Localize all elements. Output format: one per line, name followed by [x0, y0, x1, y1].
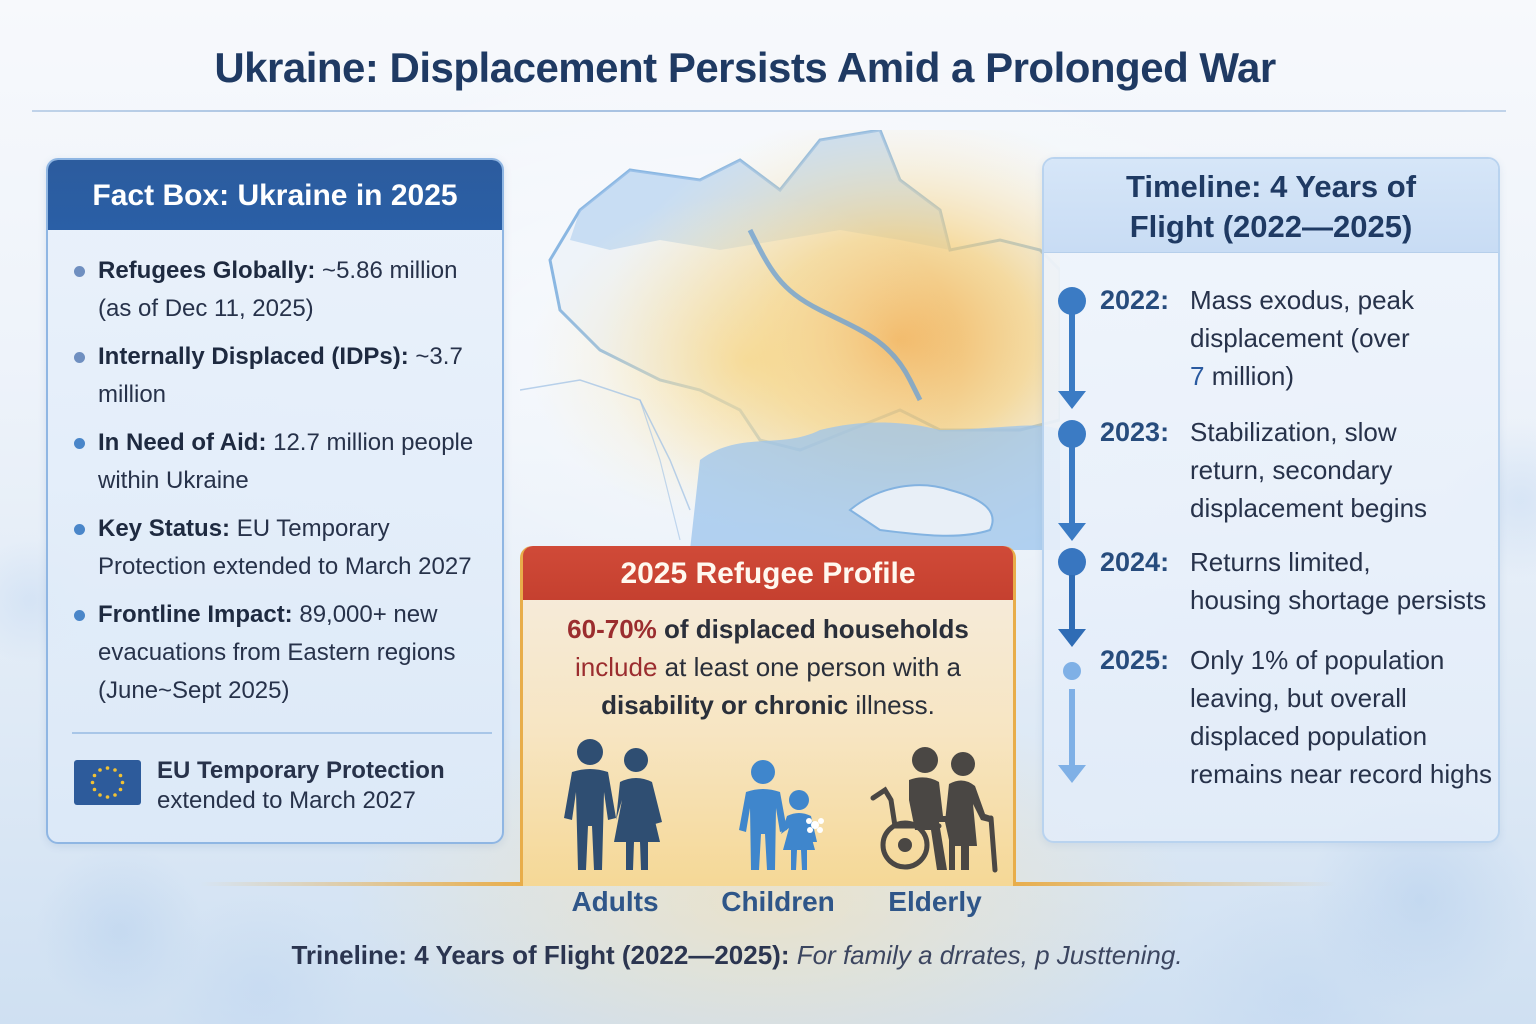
group-adults: Adults	[540, 730, 690, 917]
adults-icon	[564, 739, 662, 870]
fact-item-idps: Internally Displaced (IDPs): ~3.7 millio…	[74, 338, 484, 414]
fact-label: Frontline Impact:	[98, 601, 293, 628]
timeline-line: Stabilization, slow	[1190, 417, 1397, 447]
timeline-line-rest: million)	[1204, 361, 1295, 391]
map-icon	[519, 128, 1062, 550]
profile-stat: 60-70%	[567, 614, 657, 644]
profile-line3-bold: disability or chronic	[601, 690, 849, 720]
timeline-description: Stabilization, slow return, secondary di…	[1190, 413, 1498, 527]
fact-value: ~3.7 million	[98, 343, 463, 408]
timeline-header-line1: Timeline: 4 Years of	[1125, 169, 1417, 204]
footer-caption-bold: Trineline: 4 Years of Flight (2022—2025)…	[291, 940, 790, 970]
fact-value: 89,000+ new evacuations from Eastern reg…	[98, 601, 456, 704]
profile-base-line-right	[1010, 882, 1336, 886]
fact-label: Refugees Globally:	[98, 257, 316, 284]
group-children: Children	[703, 730, 853, 917]
bullet-icon	[74, 524, 85, 535]
timeline-year: 2022:	[1100, 285, 1170, 315]
timeline-line: displaced population	[1190, 721, 1428, 751]
fact-item-key-status: Key Status: EU Temporary Protection exte…	[74, 510, 484, 586]
bullet-icon	[74, 438, 85, 449]
fact-value: ~5.86 million (as of Dec 11, 2025)	[98, 257, 458, 322]
group-label-adults: Adults	[571, 886, 659, 917]
timeline-highlight: 7	[1190, 361, 1205, 391]
fact-value: EU Temporary Protection extended to Marc…	[98, 515, 472, 580]
group-elderly: Elderly	[860, 730, 1010, 917]
timeline-year: 2024:	[1100, 547, 1170, 577]
fact-item-refugees: Refugees Globally: ~5.86 million (as of …	[74, 252, 484, 328]
eu-protection-note: EU Temporary Protection extended to Marc…	[74, 756, 445, 816]
timeline-line: displacement (over	[1190, 323, 1410, 353]
fact-label: In Need of Aid:	[98, 429, 267, 456]
bullet-icon	[74, 610, 85, 621]
ukraine-heat-map	[519, 128, 1062, 550]
profile-line2: at least one person with a	[657, 652, 961, 682]
timeline-line: displacement begins	[1190, 493, 1428, 523]
timeline-line: Mass exodus, peak	[1190, 285, 1415, 315]
fact-list: Refugees Globally: ~5.86 million (as of …	[48, 230, 502, 710]
title-divider	[32, 110, 1506, 112]
elderly-wheelchair-icon	[870, 747, 998, 873]
fact-box-header: Fact Box: Ukraine in 2025	[48, 160, 502, 230]
timeline-header: Timeline: 4 Years of Flight (2022—2025)	[1044, 159, 1498, 253]
fact-item-aid: In Need of Aid: 12.7 million people with…	[74, 424, 484, 500]
timeline-panel: Timeline: 4 Years of Flight (2022—2025) …	[1042, 157, 1500, 843]
footer-caption: Trineline: 4 Years of Flight (2022—2025)…	[0, 940, 1474, 971]
page-title: Ukraine: Displacement Persists Amid a Pr…	[214, 44, 1276, 91]
children-icon	[739, 760, 824, 870]
group-label-elderly: Elderly	[888, 886, 982, 917]
eu-note-text: EU Temporary Protection extended to Marc…	[157, 756, 445, 816]
population-groups: Adults Children	[520, 730, 1016, 930]
timeline-line: 7 million)	[1190, 357, 1498, 395]
fact-label: Internally Displaced (IDPs):	[98, 343, 409, 370]
bullet-icon	[74, 266, 85, 277]
timeline-year: 2025:	[1100, 645, 1170, 675]
timeline-description: Mass exodus, peak displacement (over 7 m…	[1190, 281, 1498, 395]
eu-note-title: EU Temporary Protection	[157, 757, 445, 784]
profile-line2-accent: include	[575, 652, 658, 682]
footer-caption-italic: For family a drrates, p Justtening.	[789, 940, 1183, 970]
profile-line3: illness.	[848, 690, 935, 720]
fact-box: Fact Box: Ukraine in 2025 Refugees Globa…	[46, 158, 504, 844]
timeline-description: Returns limited, housing shortage persis…	[1190, 543, 1498, 619]
fact-box-divider	[72, 732, 492, 734]
timeline-line: Returns limited,	[1190, 547, 1371, 577]
timeline-header-line2: Flight (2022—2025)	[1129, 209, 1413, 244]
timeline-line: housing shortage persists	[1190, 585, 1487, 615]
refugee-profile-header: 2025 Refugee Profile	[523, 546, 1013, 600]
fact-item-frontline: Frontline Impact: 89,000+ new evacuation…	[74, 596, 484, 710]
timeline-line: return, secondary	[1190, 455, 1393, 485]
group-label-children: Children	[721, 886, 835, 917]
timeline-description: Only 1% of population leaving, but overa…	[1190, 641, 1498, 793]
eu-note-subtitle: extended to March 2027	[157, 787, 416, 814]
timeline-year: 2023:	[1100, 417, 1170, 447]
timeline-track	[1058, 287, 1086, 783]
timeline-line: remains near record highs	[1190, 759, 1493, 789]
fact-label: Key Status:	[98, 515, 231, 542]
timeline-line: Only 1% of population	[1190, 645, 1445, 675]
eu-flag-icon	[74, 760, 141, 805]
profile-base-line-left	[200, 882, 526, 886]
profile-line1: of displaced households	[656, 614, 969, 644]
refugee-profile-statement: 60-70% of displaced households include a…	[523, 610, 1013, 724]
bullet-icon	[74, 352, 85, 363]
timeline-line: leaving, but overall	[1190, 683, 1407, 713]
fact-value: 12.7 million people within Ukraine	[98, 429, 474, 494]
